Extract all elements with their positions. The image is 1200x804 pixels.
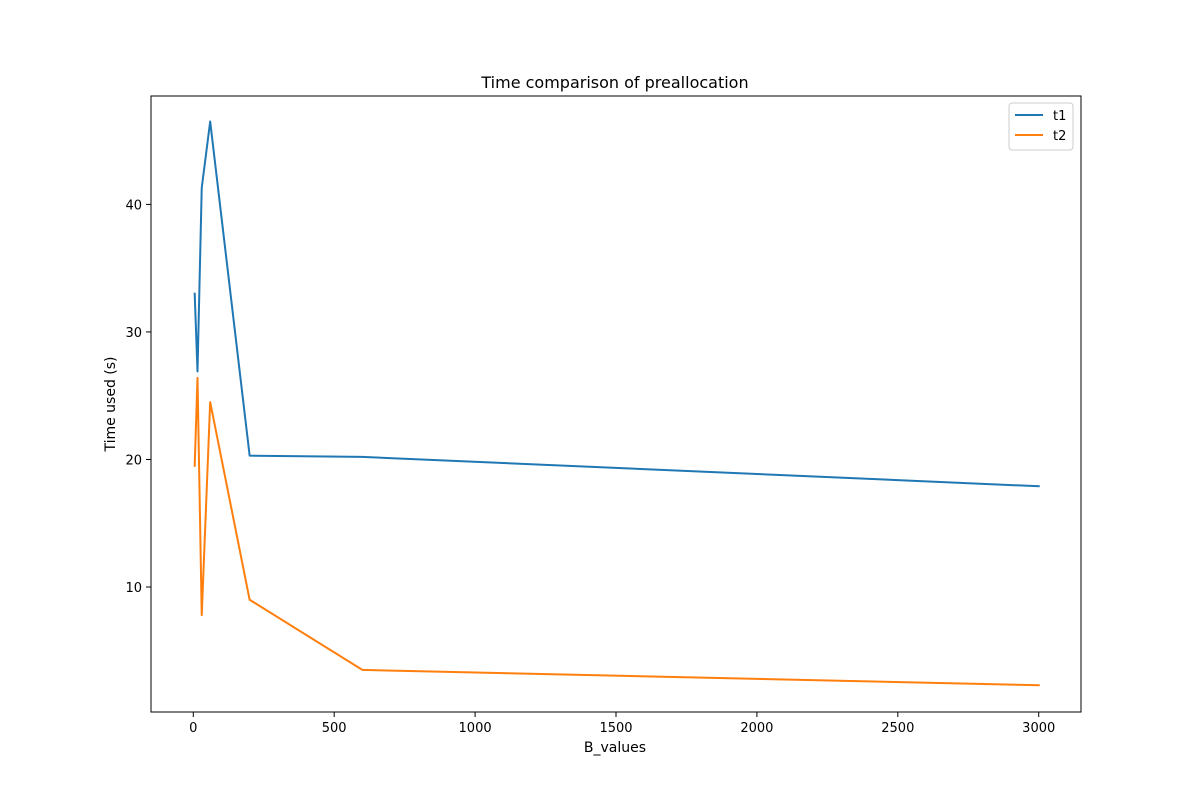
x-tick-label: 0	[189, 721, 197, 736]
x-axis-label: B_values	[584, 740, 646, 756]
legend-label-t1: t1	[1053, 109, 1066, 124]
y-axis-label: Time used (s)	[103, 356, 119, 452]
x-tick-label: 2500	[881, 721, 914, 736]
x-tick-label: 1500	[599, 721, 632, 736]
x-tick-label: 3000	[1022, 721, 1055, 736]
plot-lines	[193, 120, 1040, 687]
series-line-t2	[193, 376, 1040, 687]
y-tick-label: 30	[125, 326, 142, 341]
chart-title: Time comparison of preallocation	[480, 73, 748, 92]
x-tick-label: 500	[322, 721, 347, 736]
legend: t1 t2	[1008, 102, 1074, 151]
x-tick-label: 2000	[740, 721, 773, 736]
legend-label-t2: t2	[1053, 129, 1066, 144]
series-line-t1	[193, 120, 1040, 488]
x-tick-label: 1000	[459, 721, 492, 736]
plot-frame	[150, 95, 1082, 713]
x-axis-ticks: 0 500 1000 1500 2000 2500 3000	[189, 712, 1055, 736]
y-axis-ticks: 10 20 30 40	[125, 198, 151, 596]
y-tick-label: 10	[125, 581, 142, 596]
y-tick-label: 20	[125, 453, 142, 468]
y-tick-label: 40	[125, 198, 142, 213]
